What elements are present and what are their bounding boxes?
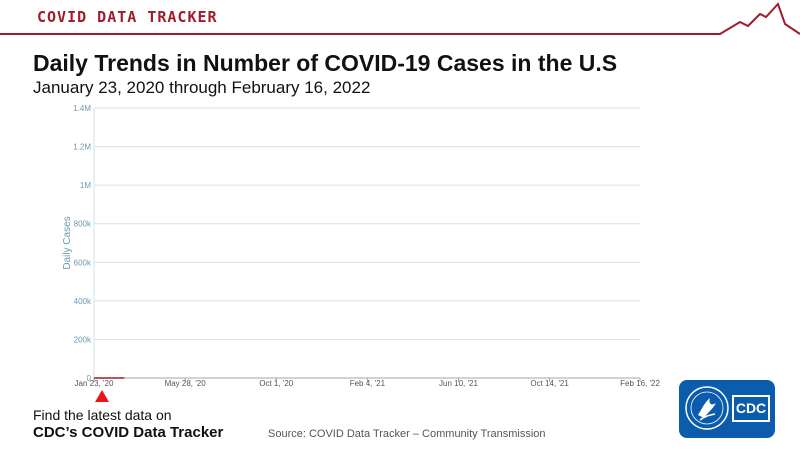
x-tick-label: Feb 16, '22 (620, 379, 660, 388)
x-tick-label: Jun 10, '21 (439, 379, 478, 388)
cdc-wordmark: CDC (735, 400, 767, 416)
tracker-link[interactable]: CDC’s COVID Data Tracker (33, 424, 224, 441)
y-tick-label: 0 (87, 374, 92, 383)
cdc-wordmark-box: CDC (732, 395, 770, 422)
x-tick-label: May 28, '20 (165, 379, 207, 388)
x-tick-label: Oct 1, '20 (259, 379, 294, 388)
daily-cases-chart: 0 200k 400k 600k 800k 1M 1.2M 1.4M Jan 23, '20 Ma… (62, 104, 660, 388)
y-tick-label: 400k (74, 297, 92, 306)
y-tick-label: 1M (80, 181, 91, 190)
triangle-up-icon (95, 390, 109, 402)
y-tick-label: 1.4M (73, 104, 91, 113)
y-axis-label: Daily Cases (62, 216, 73, 269)
x-tick-label: Oct 14, '21 (530, 379, 569, 388)
brand-label: COVID DATA TRACKER (34, 8, 221, 26)
find-latest-text: Find the latest data on (33, 407, 172, 423)
x-tick-label: Jan 23, '20 (75, 379, 114, 388)
hhs-eagle-seal-icon (685, 386, 729, 430)
y-tick-label: 200k (74, 335, 92, 344)
y-tick-label: 800k (74, 220, 92, 229)
source-note: Source: COVID Data Tracker – Community T… (268, 428, 546, 440)
page-title: Daily Trends in Number of COVID-19 Cases… (33, 50, 618, 76)
cdc-logo: CDC (679, 380, 775, 438)
y-tick-label: 1.2M (73, 143, 91, 152)
page-subtitle: January 23, 2020 through February 16, 20… (33, 78, 371, 97)
header-bar: COVID DATA TRACKER (0, 0, 800, 40)
x-tick-label: Feb 4, '21 (350, 379, 386, 388)
trend-line-icon (0, 2, 800, 35)
y-tick-label: 600k (74, 258, 92, 267)
